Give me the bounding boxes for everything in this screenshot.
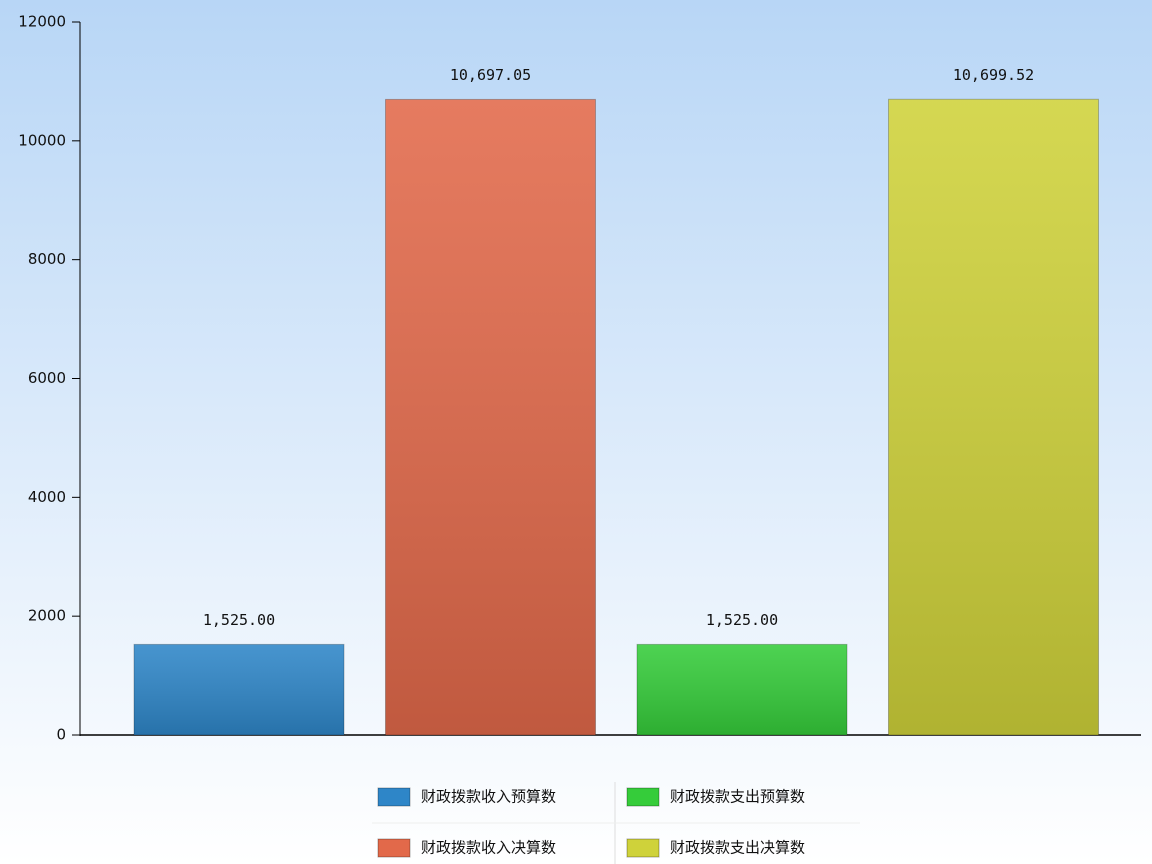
legend-swatch [377,838,411,858]
y-tick-label: 0 [56,726,66,744]
data-label: 1,525.00 [706,611,778,629]
bar [385,98,596,736]
data-label: 1,525.00 [203,611,275,629]
legend-swatch [377,787,411,807]
y-tick-label: 8000 [28,250,66,268]
y-tick-label: 6000 [28,369,66,387]
bar [888,98,1099,736]
legend-label: 财政拨款收入预算数 [421,788,556,806]
legend-label: 财政拨款收入决算数 [421,839,556,857]
y-tick-label: 2000 [28,607,66,625]
legend-label: 财政拨款支出预算数 [670,788,805,806]
legend-label: 财政拨款支出决算数 [670,839,805,857]
bar [636,643,848,736]
data-label: 10,697.05 [450,66,531,84]
y-tick-label: 12000 [18,13,66,31]
y-tick-label: 10000 [18,131,66,149]
legend-swatch [626,838,660,858]
legend-swatch [626,787,660,807]
bar [133,643,345,736]
data-label: 10,699.52 [953,66,1034,84]
y-tick-label: 4000 [28,488,66,506]
